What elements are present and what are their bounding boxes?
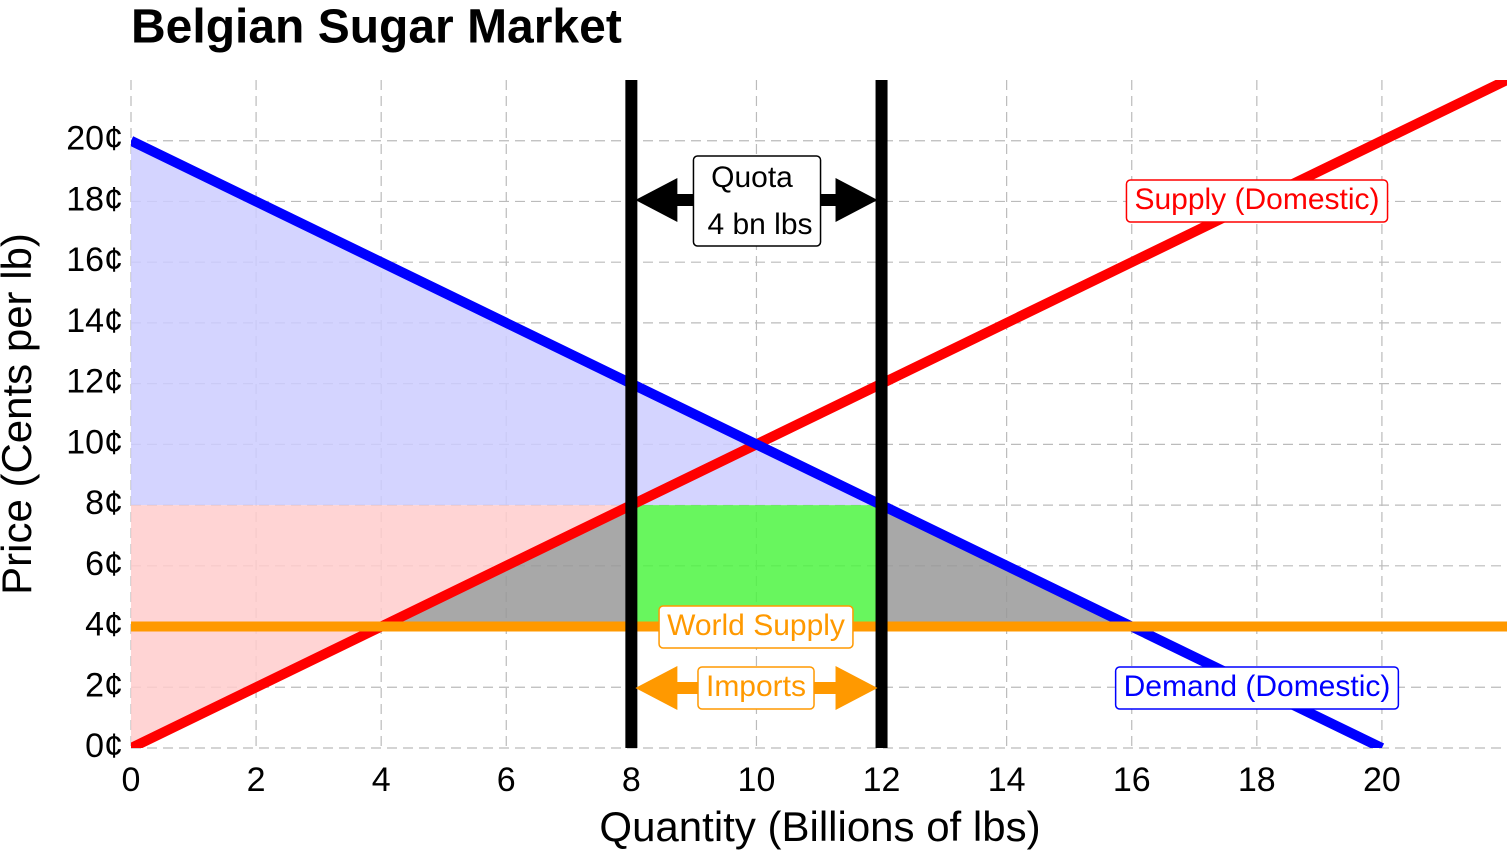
surplus-area [631, 505, 882, 627]
x-tick-label: 16 [1113, 761, 1151, 799]
series-label-box [1114, 666, 1400, 710]
x-tick-label: 2 [247, 761, 266, 799]
y-tick-label: 14¢ [66, 302, 123, 340]
y-tick-label: 4¢ [85, 606, 123, 644]
arrow-head [635, 666, 678, 710]
y-tick-label: 16¢ [66, 241, 123, 279]
x-tick-label: 4 [372, 761, 391, 799]
x-tick-label: 0 [122, 761, 141, 799]
series-line [131, 136, 1385, 748]
series-label-box [1125, 179, 1389, 223]
quota-label: Quota [711, 161, 793, 194]
y-tick-label: 6¢ [85, 545, 123, 583]
series-label: Supply (Domestic) [1134, 183, 1379, 216]
series-label: World Supply [667, 609, 845, 642]
quota-label-box [692, 155, 822, 247]
imports-label-box [697, 666, 815, 710]
y-tick-label: 18¢ [66, 180, 123, 218]
y-tick-label: 10¢ [66, 423, 123, 461]
x-tick-label: 6 [497, 761, 516, 799]
x-axis-label: Quantity (Billions of lbs) [599, 803, 1040, 850]
x-tick-label: 20 [1363, 761, 1401, 799]
x-tick-label: 8 [622, 761, 641, 799]
x-tick-label: 12 [863, 761, 901, 799]
series-label-box [658, 605, 854, 649]
y-tick-label: 2¢ [85, 666, 123, 704]
x-tick-label: 18 [1238, 761, 1276, 799]
arrow-head [635, 178, 678, 222]
y-axis-label: Price (Cents per lb) [0, 233, 40, 595]
arrow-head [835, 178, 878, 222]
series-label: Demand (Domestic) [1124, 670, 1391, 703]
y-tick-label: 12¢ [66, 363, 123, 401]
y-tick-label: 8¢ [85, 484, 123, 522]
x-tick-label: 10 [738, 761, 776, 799]
chart-title: Belgian Sugar Market [131, 1, 622, 54]
x-tick-label: 14 [988, 761, 1026, 799]
arrow-head [835, 666, 878, 710]
imports-label: Imports [706, 670, 806, 703]
y-tick-label: 0¢ [85, 727, 123, 765]
quota-label: 4 bn lbs [707, 208, 812, 241]
y-tick-label: 20¢ [66, 120, 123, 158]
